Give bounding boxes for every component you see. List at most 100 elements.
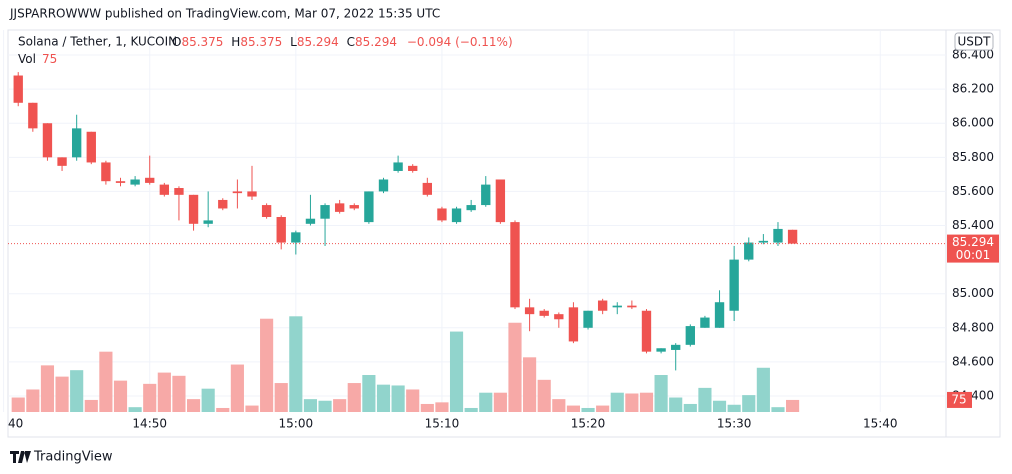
footer-brand: TradingView (33, 450, 113, 465)
volume-bar (26, 389, 40, 412)
candle-body (729, 259, 739, 311)
y-tick-label: 84.800 (952, 320, 994, 334)
volume-bar (712, 400, 727, 412)
candle-body (188, 194, 199, 224)
candle-body (583, 310, 593, 328)
candle-body (364, 191, 374, 223)
candle-body (349, 205, 359, 209)
volume-bar (523, 357, 537, 412)
candle-body (685, 326, 695, 345)
candle-body (159, 184, 170, 195)
candle-body (568, 307, 579, 342)
candle-body (451, 208, 462, 223)
volume-bar (625, 393, 639, 412)
candle-body (71, 128, 82, 158)
candle-body (671, 344, 681, 350)
candle-body (276, 216, 286, 243)
volume-bar (669, 397, 683, 412)
volume-bar (508, 322, 522, 412)
volume-bar (596, 405, 610, 412)
plot-area (11, 72, 800, 412)
candle-body (627, 305, 637, 308)
chart-frame (7, 29, 1001, 438)
volume-bar (742, 395, 756, 412)
legend: Solana / Tether, 1, KUCOIN O85.375 H85.3… (18, 35, 513, 66)
currency-label[interactable]: USDT (958, 35, 992, 49)
volume-value: 75 (42, 52, 57, 66)
logo-icon (10, 451, 31, 463)
volume-bar (683, 403, 697, 412)
volume-bar (756, 367, 770, 412)
volume-bar (566, 405, 581, 412)
change: −0.094 (−0.11%) (407, 35, 513, 49)
volume-bar (727, 404, 741, 412)
volume-bar (260, 318, 274, 412)
currency-button[interactable] (954, 32, 994, 51)
candle-body (13, 75, 23, 103)
volume-bar (537, 379, 551, 412)
volume-bar (99, 351, 113, 412)
candle-body (524, 307, 535, 315)
candle-body (247, 191, 257, 197)
volume-bar (376, 384, 391, 412)
candle-body (612, 305, 622, 308)
candle-body (115, 181, 126, 183)
candle-body (714, 302, 725, 328)
candle-body (466, 205, 476, 211)
volume-bar (786, 399, 800, 412)
y-tick-label: 86.400 (952, 48, 994, 62)
low-value: 85.294 (297, 35, 339, 49)
low-label: L (290, 35, 297, 49)
volume-bar (245, 405, 259, 412)
y-tick-label: 86.200 (952, 82, 994, 96)
candle-body (700, 317, 710, 328)
volume-title: Vol (18, 52, 36, 66)
volume-bar (333, 399, 347, 412)
published-line: JJSPARROWWW published on TradingView.com… (9, 7, 440, 21)
candle-body (28, 102, 38, 129)
volume-bar (581, 407, 595, 412)
candle-body (57, 157, 67, 166)
last-price-tag (947, 234, 999, 263)
candle-body (495, 179, 506, 223)
volume-bar (84, 399, 98, 412)
ohlc-values: O85.375 H85.375 L85.294 C85.294 −0.094 (… (172, 35, 513, 49)
candle-body (101, 162, 111, 182)
x-tick-label: 14:50 (132, 417, 167, 431)
volume-bar (113, 380, 128, 412)
x-tick-label: 15:00 (279, 417, 314, 431)
volume-bar (55, 376, 69, 412)
volume-bar (435, 402, 449, 412)
candle-body (744, 242, 754, 260)
candle-body (86, 131, 96, 163)
volume-bar (464, 407, 478, 412)
open-value: 85.375 (181, 35, 223, 49)
volume-bar (172, 375, 186, 412)
candle-body (408, 165, 418, 171)
volume-bar (362, 375, 376, 412)
footer-logo: TradingView (10, 450, 113, 465)
candle-body (145, 177, 155, 183)
candle-body (291, 232, 301, 243)
volume-label: Vol 75 (18, 52, 57, 66)
volume-bar (157, 372, 171, 412)
volume-bar (449, 331, 464, 412)
candle-body (232, 191, 243, 194)
candle-body (174, 188, 184, 195)
last-volume-tag (947, 391, 972, 408)
volume-bar (40, 365, 55, 412)
volume-bar (201, 388, 215, 412)
volume-bar (274, 383, 288, 412)
volume-bar (289, 316, 303, 412)
grid (3, 30, 946, 412)
last-price-label: 85.294 (952, 235, 994, 249)
candle-body (378, 179, 389, 192)
volume-bar (230, 364, 244, 412)
volume-bar (216, 407, 230, 412)
volume-bar (143, 383, 157, 412)
candle-body (773, 228, 783, 243)
candle-body (539, 310, 549, 316)
y-tick-label: 85.600 (952, 184, 994, 198)
candle-body (554, 314, 564, 320)
